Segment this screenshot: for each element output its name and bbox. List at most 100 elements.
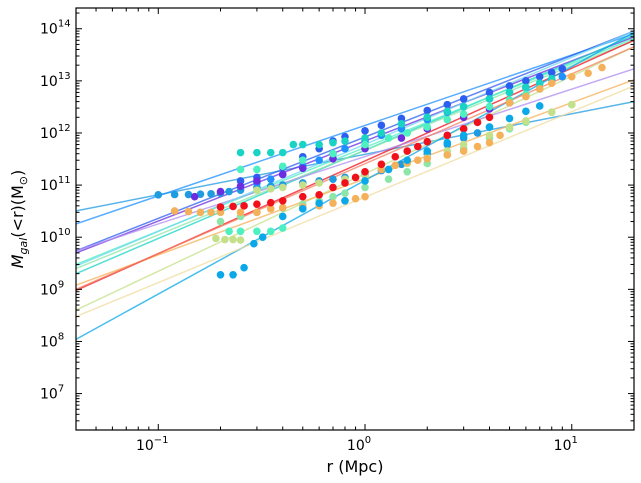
point-cluster-6-12: [403, 129, 412, 137]
point-cluster-5-8: [341, 137, 349, 145]
y-axis-label: Mgal(<r)(M⊙): [8, 170, 30, 269]
point-cluster-9-1: [184, 207, 193, 216]
point-cluster-9-0: [170, 207, 179, 215]
point-cluster-3-11: [443, 100, 452, 109]
point-cluster-10-12: [377, 160, 386, 169]
point-cluster-11-10: [384, 165, 393, 174]
point-cluster-7-7: [341, 189, 349, 197]
point-cluster-9-8: [278, 203, 287, 212]
fit-line-cluster-3: [76, 30, 634, 252]
point-cluster-3-16: [535, 72, 544, 81]
point-cluster-8-6: [278, 183, 287, 192]
point-cluster-5-0: [236, 148, 245, 157]
y-label-end: ): [8, 170, 27, 176]
point-cluster-11-16: [505, 114, 514, 123]
point-cluster-3-17: [547, 68, 556, 77]
point-cluster-8-7: [298, 181, 307, 189]
point-cluster-9-25: [505, 98, 514, 107]
y-tick-label-0: 107: [40, 384, 64, 403]
point-cluster-6-4: [278, 224, 287, 232]
y-tick-label-6: 1013: [40, 71, 71, 90]
fit-line-cluster-2: [76, 33, 634, 225]
point-cluster-8-2: [229, 235, 237, 244]
point-cluster-9-4: [216, 208, 225, 217]
point-cluster-5-11: [397, 119, 406, 128]
y-label-base: M: [8, 254, 27, 268]
point-cluster-3-15: [522, 77, 530, 85]
point-cluster-10-2: [240, 202, 248, 210]
point-cluster-11-11: [403, 156, 412, 165]
point-cluster-11-12: [423, 147, 432, 155]
point-cluster-11-2: [240, 263, 248, 272]
point-cluster-6-8: [298, 156, 307, 165]
y-tick-label-4: 1011: [40, 175, 71, 194]
plot-frame: [75, 7, 635, 431]
point-cluster-4-0: [190, 192, 199, 201]
point-cluster-9-23: [485, 138, 494, 147]
point-cluster-9-13: [351, 194, 360, 203]
point-cluster-4-3: [253, 177, 261, 185]
scatter-points: [154, 63, 606, 279]
point-cluster-6-3: [266, 227, 275, 236]
fit-line-cluster-9: [76, 79, 634, 286]
point-cluster-9-6: [253, 208, 261, 217]
point-cluster-11-17: [522, 107, 530, 116]
point-cluster-9-27: [535, 85, 544, 93]
point-cluster-11-9: [361, 177, 369, 185]
point-cluster-11-14: [459, 131, 468, 140]
point-cluster-1-6: [225, 187, 233, 196]
point-cluster-7-6: [329, 192, 337, 201]
point-cluster-10-18: [459, 125, 468, 133]
point-cluster-9-31: [598, 63, 606, 72]
point-cluster-4-5: [298, 164, 307, 173]
point-cluster-9-22: [473, 142, 482, 151]
y-tick-label-1: 108: [40, 331, 64, 350]
point-cluster-8-16: [485, 131, 494, 140]
point-cluster-3-14: [505, 82, 514, 90]
point-cluster-2-18: [558, 72, 567, 81]
point-cluster-5-9: [361, 134, 369, 142]
point-cluster-9-5: [236, 208, 245, 217]
point-cluster-10-3: [253, 200, 261, 208]
point-cluster-3-7: [361, 127, 369, 135]
point-cluster-10-14: [403, 147, 412, 155]
point-cluster-10-8: [329, 183, 337, 192]
point-cluster-7-10: [403, 167, 412, 176]
point-cluster-4-8: [397, 134, 406, 142]
point-cluster-1-21: [473, 129, 482, 137]
y-label-sub2: ⊙: [17, 176, 30, 185]
point-cluster-2-6: [341, 144, 349, 153]
point-cluster-9-29: [567, 72, 576, 81]
point-cluster-8-0: [212, 234, 220, 243]
point-cluster-6-15: [459, 110, 468, 118]
point-cluster-5-12: [423, 113, 432, 122]
point-cluster-11-13: [443, 138, 452, 147]
tick-labels: 10−1 100 101 107 108 109 1010 1011 1012 1013 1014: [40, 19, 578, 454]
point-cluster-11-15: [485, 123, 494, 131]
point-cluster-8-8: [315, 179, 323, 187]
point-cluster-6-6: [253, 165, 261, 174]
point-cluster-11-3: [250, 239, 258, 248]
point-cluster-8-17: [505, 123, 514, 131]
y-label-mid: (<r)(M: [8, 185, 27, 238]
point-cluster-6-14: [443, 115, 452, 124]
point-cluster-11-8: [341, 196, 349, 205]
point-cluster-10-5: [278, 196, 287, 205]
point-cluster-2-4: [315, 156, 323, 165]
point-cluster-10-15: [413, 142, 422, 151]
point-cluster-5-18: [535, 79, 544, 88]
point-cluster-10-16: [423, 137, 432, 146]
point-cluster-9-2: [196, 208, 205, 217]
point-cluster-5-6: [315, 140, 323, 149]
fit-line-fit-cyan: [76, 30, 634, 267]
y-tick-label-7: 1014: [40, 19, 71, 38]
point-cluster-5-3: [278, 148, 287, 157]
x-axis-label: r (Mpc): [327, 457, 384, 476]
point-cluster-9-19: [423, 154, 432, 163]
point-cluster-8-19: [547, 108, 556, 117]
point-cluster-10-20: [485, 113, 494, 122]
point-cluster-9-3: [207, 208, 215, 217]
point-cluster-4-2: [236, 182, 245, 191]
point-cluster-5-16: [505, 88, 514, 97]
